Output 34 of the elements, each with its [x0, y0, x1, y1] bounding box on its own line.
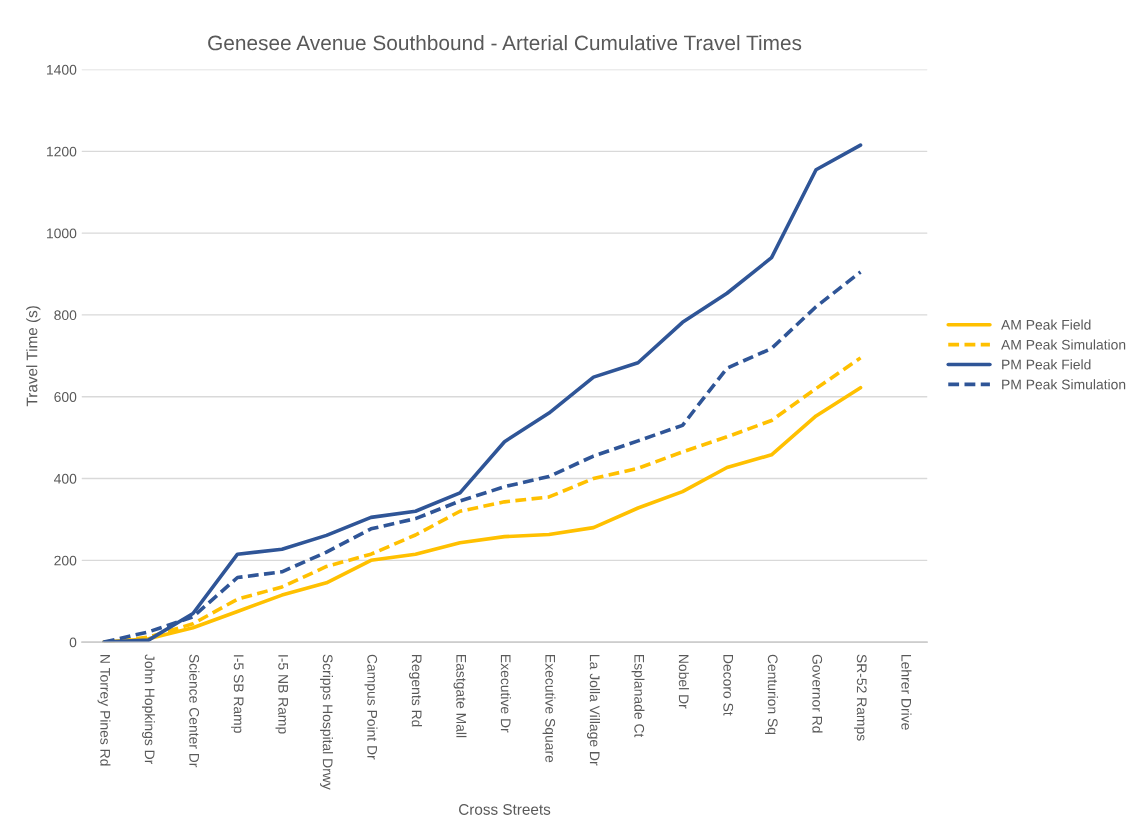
- y-tick-label: 1200: [47, 146, 77, 157]
- chart-title: Genesee Avenue Southbound - Arterial Cumulative Travel Times: [208, 34, 802, 51]
- x-tick-label: Regents Rd: [409, 655, 422, 727]
- x-tick-label: N Torrey Pines Rd: [97, 655, 111, 766]
- legend-label: PM Peak Field: [1002, 359, 1091, 370]
- x-tick-label: John Hopkings Dr: [142, 654, 155, 765]
- x-tick-label: Eastgate Mall: [453, 655, 467, 738]
- y-axis-title: Travel Time (s): [26, 306, 41, 407]
- x-tick-label: I-5 SB Ramp: [231, 655, 244, 733]
- y-tick-label: 1400: [47, 64, 77, 75]
- x-tick-label: I-5 NB Ramp: [275, 655, 288, 734]
- x-tick-label: SR-52 Ramps: [854, 654, 867, 741]
- x-tick-label: Science Center Dr: [189, 654, 200, 768]
- x-tick-label: Executive Square: [542, 655, 556, 763]
- x-tick-label: Campus Point Dr: [364, 654, 378, 760]
- x-tick-label: Centurion Sq: [765, 654, 778, 735]
- y-tick-label: 600: [54, 392, 77, 402]
- x-tick-label: Scripps Hospital Drwy: [320, 654, 333, 790]
- x-tick-label: Governor Rd: [812, 654, 823, 733]
- x-tick-label: Lehrer Drive: [901, 655, 912, 730]
- x-tick-label: Esplanade Ct: [631, 655, 645, 738]
- x-tick-label: Nobel Dr: [678, 655, 689, 709]
- legend-label: PM Peak Simulation: [1002, 379, 1126, 390]
- x-tick-label: Executive Dr: [500, 655, 511, 733]
- legend-label: AM Peak Simulation: [1001, 339, 1126, 350]
- y-tick-label: 200: [54, 555, 77, 566]
- y-tick-label: 1000: [47, 228, 77, 239]
- y-tick-label: 800: [54, 310, 77, 321]
- y-tick-label: 0: [69, 637, 77, 648]
- y-tick-label: 400: [54, 473, 77, 484]
- x-tick-label: Decoro St: [723, 655, 734, 716]
- legend-label: AM Peak Field: [1001, 319, 1091, 330]
- x-axis-title: Cross Streets: [459, 804, 551, 815]
- x-tick-label: La Jolla Village Dr: [587, 655, 600, 766]
